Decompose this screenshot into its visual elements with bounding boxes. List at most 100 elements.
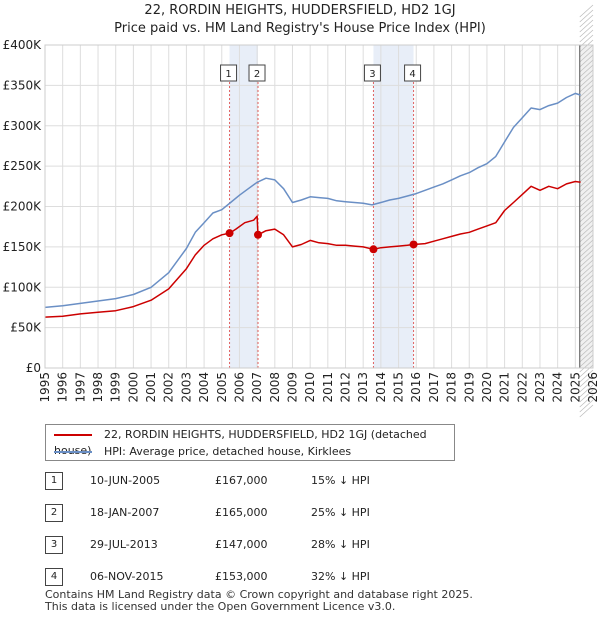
sale-point [225,229,234,238]
forecast-hatch [579,299,594,313]
forecast-hatch [579,319,594,333]
forecast-hatch [579,234,594,248]
forecast-hatch [579,344,594,358]
forecast-hatch [579,159,594,173]
forecast-hatch [579,399,594,413]
forecast-hatch [579,324,594,338]
sale-point [254,230,263,239]
forecast-hatch [579,334,594,348]
sale-badge-label: 4 [409,69,415,80]
forecast-hatch [579,359,594,373]
forecast-hatch [579,84,594,98]
sale-date: 18-JAN-2007 [90,506,160,519]
sale-hpi-diff: 28% ↓ HPI [311,538,370,551]
forecast-hatch [579,194,594,208]
hpi-line [44,92,581,309]
sale-badge-box [404,64,422,82]
forecast-hatch [579,294,594,308]
x-tick-label: 2021 [498,372,512,403]
forecast-hatch [579,184,594,198]
forecast-hatch [579,174,594,188]
sale-marker-lines [229,70,415,368]
x-tick-label: 2020 [480,372,494,403]
x-tick-label: 2003 [179,372,193,403]
legend-item-hpi: HPI: Average price, detached house, Kirk… [54,444,351,460]
x-tick-label: 2009 [285,372,299,403]
x-tick-label: 1998 [91,372,105,403]
chart-title: 22, RORDIN HEIGHTS, HUDDERSFIELD, HD2 1G… [144,3,456,18]
forecast-hatch [579,379,594,393]
forecast-hatch [579,254,594,268]
forecast-hatch [579,239,594,253]
forecast-hatch [579,289,594,303]
sale-date: 10-JUN-2005 [90,474,161,487]
forecast-hatch [579,339,594,353]
forecast-hatch [579,244,594,258]
forecast-hatch [579,49,594,63]
x-tick-label: 2024 [551,372,565,403]
sale-hpi-diff: 25% ↓ HPI [311,506,370,519]
forecast-hatch [579,199,594,213]
forecast-hatch [579,109,594,123]
series-lines [44,92,581,318]
forecast-region [579,4,594,418]
forecast-hatch [579,284,594,298]
chart-subtitle: Price paid vs. HM Land Registry's House … [114,21,486,36]
forecast-hatch [579,149,594,163]
forecast-hatch [579,39,594,53]
forecast-hatch [579,214,594,228]
y-tick-label: £150K [3,240,43,254]
forecast-hatch [579,19,594,33]
sale-points [225,229,418,254]
legend-label-property: 22, RORDIN HEIGHTS, HUDDERSFIELD, HD2 1G… [54,428,427,457]
forecast-hatch [579,374,594,388]
forecast-hatch [579,164,594,178]
x-tick-label: 2026 [586,372,600,403]
y-tick-label: £200K [3,200,43,214]
forecast-hatch [579,329,594,343]
forecast-hatch [579,269,594,283]
x-tick-label: 2006 [232,372,246,403]
y-tick-label: £250K [3,159,43,173]
y-tick-label: £100K [3,280,43,294]
forecast-hatch [579,129,594,143]
forecast-hatch [579,24,594,38]
y-tick-labels: £0 £50K £100K £150K £200K £250K £300K £350K £400… [3,38,43,375]
x-tick-label: 2025 [568,372,582,403]
forecast-hatch [579,209,594,223]
forecast-hatch [579,94,594,108]
forecast-hatch [579,154,594,168]
sale-badge-label: 1 [225,69,231,80]
x-tick-label: 2010 [303,372,317,403]
x-tick-label: 2012 [339,372,353,403]
x-tick-label: 1997 [73,372,87,403]
sale-date: 29-JUL-2013 [90,538,158,551]
y-tick-label: £350K [3,78,43,92]
x-tick-label: 2002 [162,372,176,403]
x-tick-label: 2023 [533,372,547,403]
forecast-hatch [579,354,594,368]
sale-number-badge: 2 [45,504,63,522]
x-tick-label: 1996 [56,372,70,403]
forecast-hatch [579,224,594,238]
footer-copyright: Contains HM Land Registry data © Crown c… [45,588,473,601]
forecast-hatch [579,389,594,403]
grid-lines [44,44,594,369]
sale-badges: 1 2 3 4 [220,64,422,82]
forecast-hatch [579,264,594,278]
footer-licence: This data is licensed under the Open Gov… [45,600,396,613]
forecast-hatch [579,249,594,263]
table-row: 4 06-NOV-2015 £153,000 32% ↓ HPI [45,568,465,588]
forecast-hatch [579,44,594,58]
sale-point [409,240,418,249]
x-tick-label: 1999 [109,372,123,403]
sale-price: £153,000 [215,570,268,583]
forecast-hatch [579,114,594,128]
forecast-hatch [579,64,594,78]
forecast-hatch [579,9,594,23]
forecast-hatch [579,74,594,88]
forecast-hatch [579,279,594,293]
property-price-line [44,180,581,318]
forecast-hatch [579,369,594,383]
x-tick-label: 2019 [462,372,476,403]
